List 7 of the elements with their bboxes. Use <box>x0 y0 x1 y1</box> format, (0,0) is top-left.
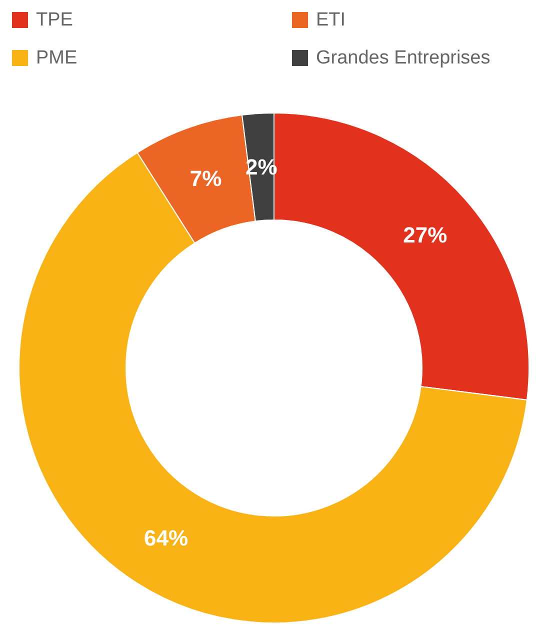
data-label: 7% <box>190 166 222 191</box>
legend-label: TPE <box>36 10 73 30</box>
legend-label: PME <box>36 48 78 68</box>
data-label: 27% <box>403 222 448 248</box>
data-label: 64% <box>144 526 188 551</box>
legend-label: ETI <box>316 10 346 30</box>
legend-label: Grandes Entreprises <box>316 48 490 68</box>
